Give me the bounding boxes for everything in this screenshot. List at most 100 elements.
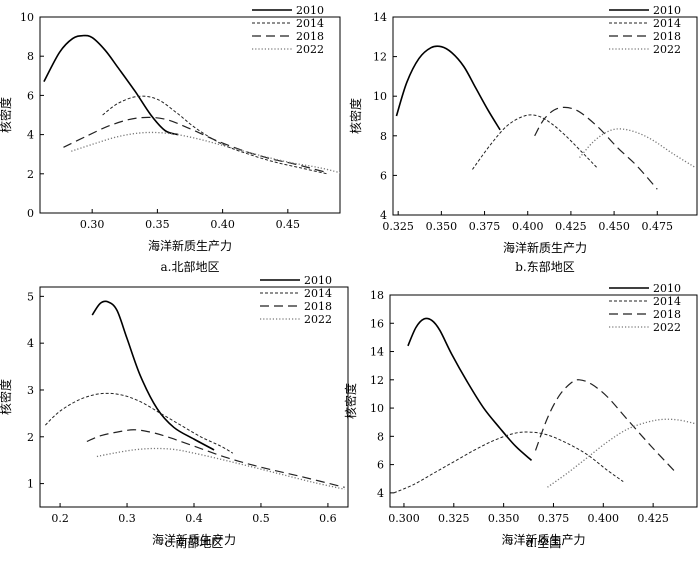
- series-line-2010: [91, 300, 215, 451]
- y-tick-label: 8: [377, 430, 384, 443]
- series-line-2010: [395, 45, 501, 131]
- y-tick-label: 2: [27, 431, 34, 444]
- series-line-2022: [579, 128, 696, 169]
- chart-panel-3: 0.2 0.3 0.4 0.5 0.6 1 2 3 4 5 海洋新质生产力 核密度 c.南部地区 2010…: [0, 274, 349, 550]
- y-tick-label: 10: [20, 11, 34, 24]
- y-tick-label: 1: [27, 478, 34, 491]
- series-line-2014: [472, 114, 598, 170]
- legend-label-2014: 2014: [296, 17, 324, 30]
- y-tick-label: 6: [380, 169, 387, 182]
- legend-label-2014: 2014: [653, 17, 681, 30]
- x-tick-label: 0.2: [51, 512, 69, 525]
- series-line-2014: [102, 95, 328, 175]
- series-group: [395, 45, 696, 190]
- x-tick-label: 0.6: [319, 512, 337, 525]
- series-line-2014: [45, 392, 234, 454]
- series-line-2014: [393, 431, 624, 494]
- series-line-2018: [534, 106, 658, 190]
- y-tick-label: 4: [380, 209, 387, 222]
- series-line-2018: [86, 429, 345, 488]
- series-line-2022: [71, 131, 340, 174]
- y-tick-label: 8: [380, 130, 387, 143]
- y-tick-label: 6: [377, 459, 384, 472]
- series-line-2010: [43, 34, 179, 136]
- series-group: [45, 300, 345, 490]
- legend-label-2010: 2010: [296, 4, 324, 17]
- y-tick-label: 12: [370, 374, 384, 387]
- x-tick-label: 0.400: [588, 512, 620, 525]
- x-tick-label: 0.375: [469, 220, 501, 233]
- plot-frame: [389, 294, 698, 508]
- legend-label-2018: 2018: [653, 30, 681, 43]
- x-tick-label: 0.425: [555, 220, 587, 233]
- y-tick-label: 0: [27, 207, 34, 220]
- x-tick-label: 0.325: [438, 512, 470, 525]
- y-tick-label: 10: [370, 402, 384, 415]
- y-tick-label: 4: [27, 129, 34, 142]
- x-tick-label: 0.40: [210, 218, 235, 231]
- x-tick-label: 0.475: [642, 220, 674, 233]
- x-tick-label: 0.5: [252, 512, 270, 525]
- x-tick-label: 0.375: [538, 512, 570, 525]
- y-tick-label: 16: [370, 317, 384, 330]
- x-tick-label: 0.3: [118, 512, 136, 525]
- series-line-2018: [534, 379, 676, 473]
- y-axis-label: 核密度: [0, 379, 13, 415]
- legend-label-2010: 2010: [653, 282, 681, 295]
- y-axis-label: 核密度: [0, 97, 13, 133]
- legend-label-2010: 2010: [304, 274, 332, 287]
- plot-frame: [392, 16, 698, 216]
- legend-label-2022: 2022: [653, 43, 681, 56]
- x-tick-label: 0.4: [185, 512, 203, 525]
- legend-label-2014: 2014: [304, 287, 332, 300]
- y-tick-label: 18: [370, 289, 384, 302]
- panel-caption: c.南部地区: [165, 535, 224, 550]
- x-tick-label: 0.425: [637, 512, 669, 525]
- legend-label-2010: 2010: [653, 4, 681, 17]
- legend-label-2022: 2022: [296, 43, 324, 56]
- legend-label-2018: 2018: [296, 30, 324, 43]
- x-axis-label: 海洋新质生产力: [152, 532, 236, 547]
- panel-caption: d.全国: [526, 535, 562, 550]
- series-group: [393, 317, 696, 494]
- legend-label-2022: 2022: [304, 313, 332, 326]
- y-tick-label: 12: [373, 51, 387, 64]
- y-tick-label: 3: [27, 384, 34, 397]
- panel-caption: a.北部地区: [161, 259, 220, 274]
- y-tick-label: 5: [27, 290, 34, 303]
- x-axis-label: 海洋新质生产力: [501, 532, 585, 547]
- legend-label-2014: 2014: [653, 295, 681, 308]
- y-axis-label: 核密度: [348, 98, 363, 134]
- chart-panel-1: 0.30 0.35 0.40 0.45 0 2 4 6 8 10 海洋新质生产力 核密度 a.北部地区 2…: [0, 4, 341, 274]
- x-axis-label: 海洋新质生产力: [148, 238, 232, 253]
- y-tick-label: 14: [373, 11, 387, 24]
- x-tick-label: 0.450: [598, 220, 630, 233]
- x-tick-label: 0.325: [382, 220, 414, 233]
- plot-frame: [39, 16, 341, 214]
- y-tick-label: 6: [27, 89, 34, 102]
- chart-panel-4: 0.300 0.325 0.350 0.375 0.400 0.425 4 6 8 10 12 14 1…: [343, 282, 698, 550]
- legend-label-2018: 2018: [304, 300, 332, 313]
- series-line-2010: [407, 317, 533, 461]
- series-group: [43, 34, 340, 175]
- y-axis-label: 核密度: [343, 383, 358, 419]
- x-tick-label: 0.45: [276, 218, 301, 231]
- x-tick-label: 0.30: [80, 218, 105, 231]
- y-tick-label: 10: [373, 90, 387, 103]
- y-tick-label: 14: [370, 346, 384, 359]
- chart-panel-2: 0.325 0.350 0.375 0.400 0.425 0.450 0.475 4 6 8 10…: [348, 4, 698, 274]
- x-tick-label: 0.350: [488, 512, 520, 525]
- series-line-2022: [96, 447, 345, 490]
- series-line-2018: [63, 116, 325, 173]
- legend-label-2018: 2018: [653, 308, 681, 321]
- x-tick-label: 0.300: [388, 512, 420, 525]
- x-tick-label: 0.350: [426, 220, 458, 233]
- y-tick-label: 2: [27, 168, 34, 181]
- panel-caption: b.东部地区: [515, 259, 575, 274]
- y-tick-label: 8: [27, 50, 34, 63]
